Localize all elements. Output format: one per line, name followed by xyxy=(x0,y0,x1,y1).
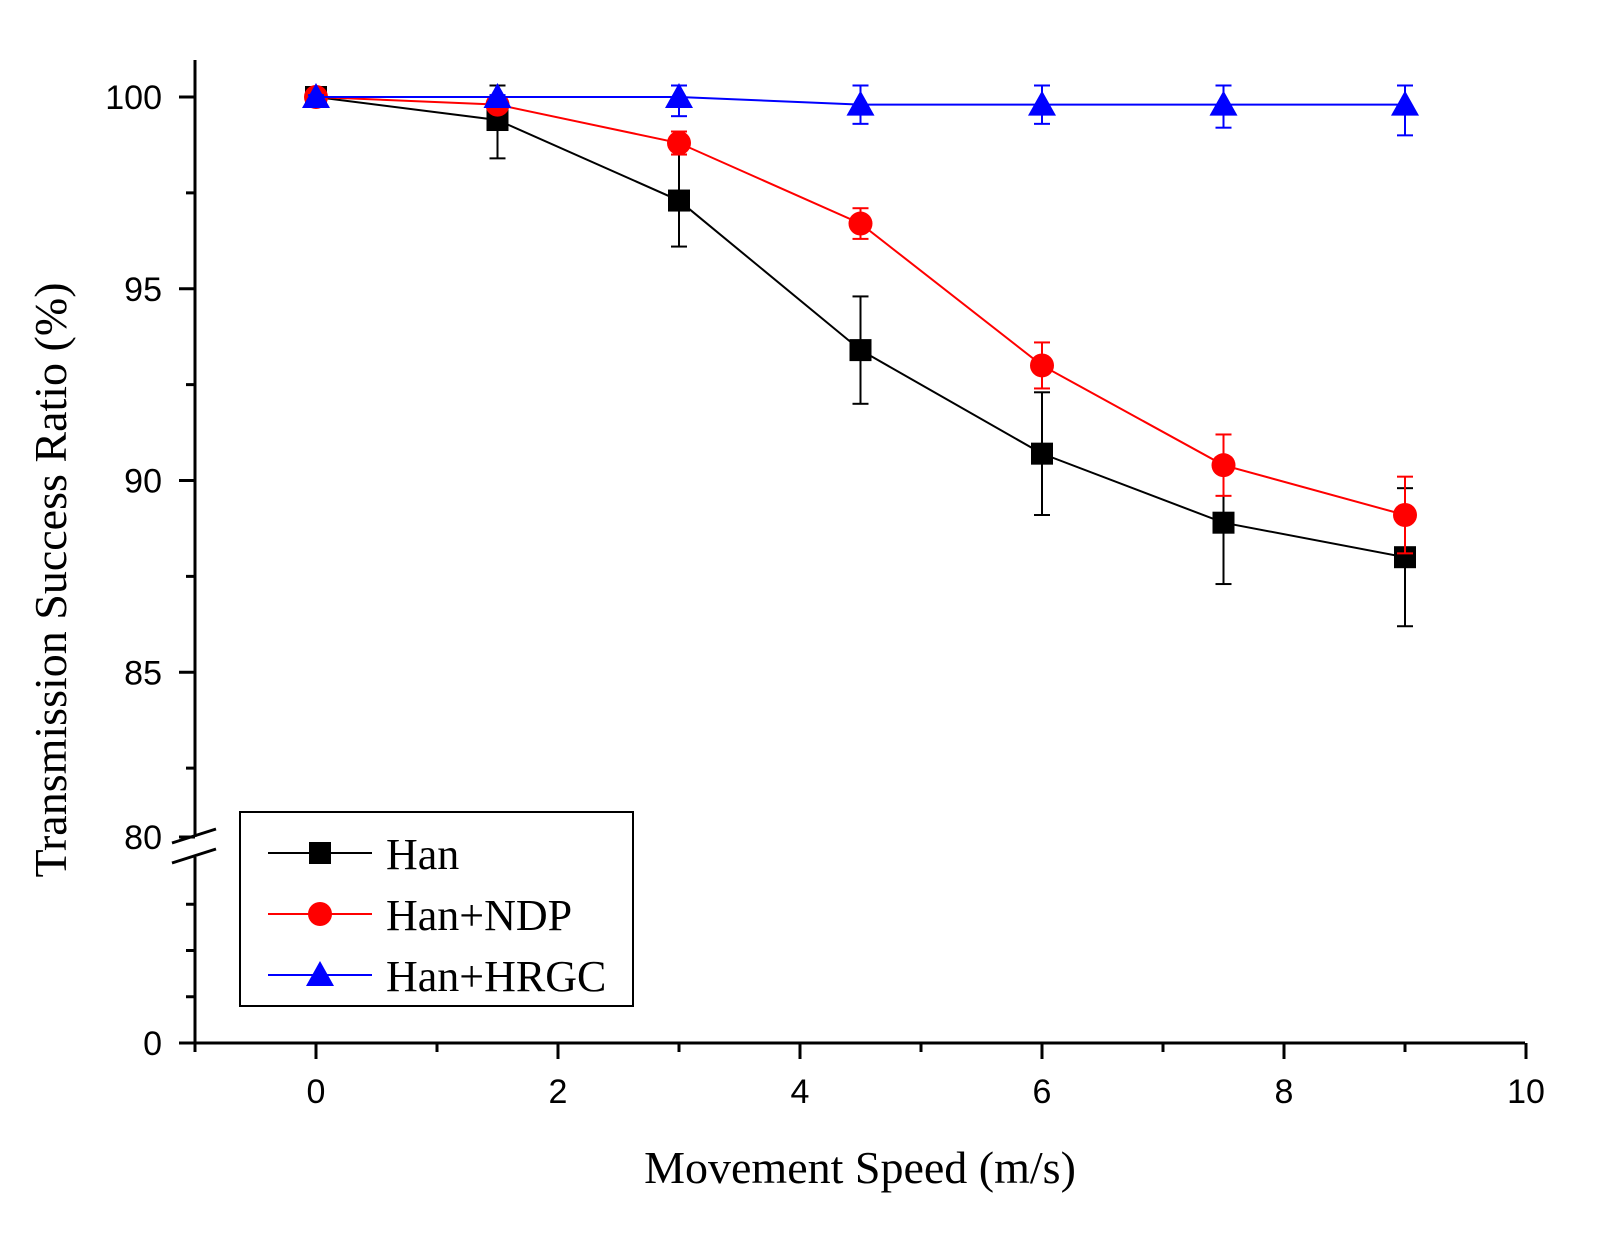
y-tick-label: 85 xyxy=(124,654,162,692)
y-tick-label: 90 xyxy=(124,463,162,501)
x-tick-label: 2 xyxy=(549,1073,568,1111)
y-tick-label: 80 xyxy=(124,819,162,857)
data-point-han-hrgc xyxy=(846,90,875,116)
data-point-han xyxy=(849,339,872,362)
ticks: 0 2 4 6 8 10 100 95 90 85 80 0 xyxy=(105,79,1545,1111)
series-han-hrgc xyxy=(302,83,1419,137)
legend-marker-han xyxy=(309,842,331,864)
legend-label-han-ndp: Han+NDP xyxy=(386,891,572,940)
x-tick-label: 6 xyxy=(1033,1073,1052,1111)
legend-marker-han-ndp xyxy=(308,902,332,926)
data-point-han-ndp xyxy=(1393,503,1417,528)
data-point-han-ndp xyxy=(1211,453,1236,478)
data-point-han-hrgc xyxy=(1209,90,1238,116)
series-han xyxy=(305,84,1416,628)
x-tick-label: 4 xyxy=(791,1073,810,1111)
data-point-han xyxy=(1212,511,1235,534)
data-point-han-hrgc xyxy=(302,83,330,108)
x-tick-label: 0 xyxy=(307,1073,326,1111)
legend-label-han: Han xyxy=(386,830,459,879)
data-point-han-hrgc xyxy=(1028,90,1056,116)
data-point-han xyxy=(1031,442,1053,465)
y-tick-label: 100 xyxy=(105,79,162,117)
data-point-han-ndp xyxy=(667,131,691,156)
data-point-han-hrgc xyxy=(665,83,693,108)
legend: Han Han+NDP Han+HRGC xyxy=(239,811,634,1007)
data-point-han-ndp xyxy=(1030,353,1054,378)
y-tick-label: 95 xyxy=(124,271,162,309)
legend-label-han-hrgc: Han+HRGC xyxy=(386,952,606,1001)
x-tick-label: 10 xyxy=(1507,1073,1545,1111)
x-tick-label: 8 xyxy=(1275,1073,1294,1111)
data-point-han-hrgc xyxy=(483,83,512,108)
y-tick-label: 0 xyxy=(143,1025,162,1063)
legend-marker-han-hrgc xyxy=(306,961,334,986)
series-group xyxy=(302,83,1419,628)
axis-break-mark-bottom xyxy=(171,847,217,865)
legend-box xyxy=(239,811,634,1007)
data-point-han xyxy=(1394,546,1416,569)
axes xyxy=(171,60,1525,1045)
x-axis-title: Movement Speed (m/s) xyxy=(644,1142,1076,1193)
y-axis-title: Transmission Success Ratio (%) xyxy=(25,282,76,877)
data-point-han-hrgc xyxy=(1391,90,1419,116)
data-point-han xyxy=(668,189,690,212)
data-point-han-ndp xyxy=(848,211,873,236)
